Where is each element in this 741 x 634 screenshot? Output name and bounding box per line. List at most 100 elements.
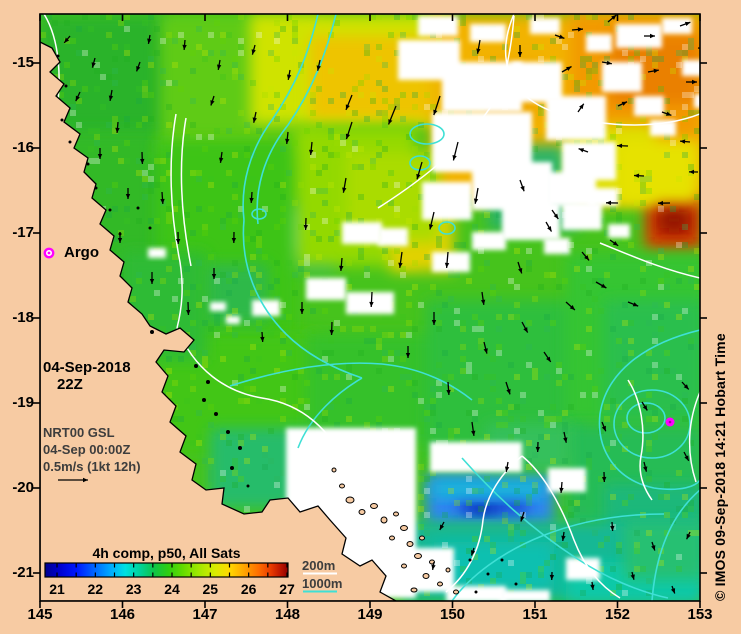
current-arrow-head xyxy=(249,197,254,203)
noise-pixel xyxy=(196,170,202,176)
noise-pixel xyxy=(322,200,328,206)
current-arrow-head xyxy=(684,21,691,27)
noise-pixel xyxy=(544,326,550,332)
noise-pixel xyxy=(532,368,538,374)
noise-pixel xyxy=(196,410,202,416)
noise-pixel xyxy=(382,98,388,104)
noise-pixel xyxy=(472,224,478,230)
noise-pixel xyxy=(220,50,226,56)
noise-pixel xyxy=(400,266,406,272)
noise-pixel xyxy=(304,404,310,410)
current-arrow-head xyxy=(210,100,215,106)
current-arrow-head xyxy=(606,60,612,66)
current-arrow-head xyxy=(175,238,181,244)
noise-pixel xyxy=(94,158,100,164)
noise-pixel xyxy=(430,104,436,110)
noise-pixel xyxy=(382,356,388,362)
noise-pixel xyxy=(112,80,118,86)
noise-pixel xyxy=(526,500,532,506)
noise-pixel xyxy=(166,368,172,374)
noise-pixel xyxy=(610,566,616,572)
noise-pixel xyxy=(472,50,478,56)
noise-pixel xyxy=(634,530,640,536)
noise-pixel xyxy=(658,248,664,254)
noise-pixel xyxy=(442,542,448,548)
noise-pixel xyxy=(694,248,700,254)
current-arrow-head xyxy=(553,213,559,220)
noise-pixel xyxy=(280,206,286,212)
noise-pixel xyxy=(580,254,586,260)
noise-pixel xyxy=(292,38,298,44)
noise-pixel xyxy=(142,170,148,176)
noise-pixel xyxy=(526,584,532,590)
noise-pixel xyxy=(244,458,250,464)
noise-pixel xyxy=(298,224,304,230)
noise-pixel xyxy=(628,56,634,62)
noise-pixel xyxy=(556,284,562,290)
noise-pixel xyxy=(532,296,538,302)
noise-pixel xyxy=(424,410,430,416)
noise-pixel xyxy=(214,128,220,134)
noise-pixel xyxy=(550,536,556,542)
noise-pixel xyxy=(298,68,304,74)
noise-pixel xyxy=(214,332,220,338)
noise-pixel xyxy=(310,110,316,116)
noise-pixel xyxy=(316,188,322,194)
noise-pixel xyxy=(670,368,676,374)
noise-pixel xyxy=(400,332,406,338)
noise-pixel xyxy=(508,434,514,440)
noise-pixel xyxy=(604,272,610,278)
noise-pixel xyxy=(592,278,598,284)
noise-pixel xyxy=(274,368,280,374)
noise-pixel xyxy=(370,326,376,332)
noise-pixel xyxy=(328,182,334,188)
noise-pixel xyxy=(424,254,430,260)
noise-pixel xyxy=(466,362,472,368)
noise-pixel xyxy=(478,266,484,272)
current-arrow-head xyxy=(601,476,607,482)
noise-pixel xyxy=(460,326,466,332)
noise-pixel xyxy=(334,134,340,140)
noise-pixel xyxy=(112,146,118,152)
noise-pixel xyxy=(586,74,592,80)
noise-pixel xyxy=(364,272,370,278)
noise-pixel xyxy=(244,320,250,326)
noise-pixel xyxy=(658,254,664,260)
noise-pixel xyxy=(70,38,76,44)
noise-pixel xyxy=(676,62,682,68)
noise-pixel xyxy=(352,86,358,92)
noise-pixel xyxy=(532,146,538,152)
noise-pixel xyxy=(436,218,442,224)
noise-pixel xyxy=(454,560,460,566)
noise-pixel xyxy=(238,74,244,80)
current-arrow-head xyxy=(299,309,305,314)
noise-pixel xyxy=(652,410,658,416)
noise-pixel xyxy=(586,92,592,98)
noise-pixel xyxy=(676,242,682,248)
noise-pixel xyxy=(658,56,664,62)
current-arrow-head xyxy=(97,154,103,159)
noise-pixel xyxy=(646,470,652,476)
island xyxy=(331,467,337,473)
noise-pixel xyxy=(652,314,658,320)
noise-pixel xyxy=(112,128,118,134)
noise-pixel xyxy=(136,170,142,176)
noise-pixel xyxy=(628,242,634,248)
current-arrow-head xyxy=(689,169,695,175)
noise-pixel xyxy=(448,428,454,434)
current-arrow-head xyxy=(612,241,619,246)
noise-pixel xyxy=(130,296,136,302)
noise-pixel xyxy=(574,554,580,560)
noise-pixel xyxy=(664,350,670,356)
noise-pixel xyxy=(172,80,178,86)
noise-pixel xyxy=(190,170,196,176)
x-axis-label: 146 xyxy=(109,606,136,623)
noise-pixel xyxy=(190,374,196,380)
noise-pixel xyxy=(244,146,250,152)
noise-pixel xyxy=(334,230,340,236)
noise-pixel xyxy=(232,470,238,476)
noise-pixel xyxy=(394,104,400,110)
noise-pixel xyxy=(250,266,256,272)
noise-pixel xyxy=(466,548,472,554)
noise-pixel xyxy=(124,116,130,122)
